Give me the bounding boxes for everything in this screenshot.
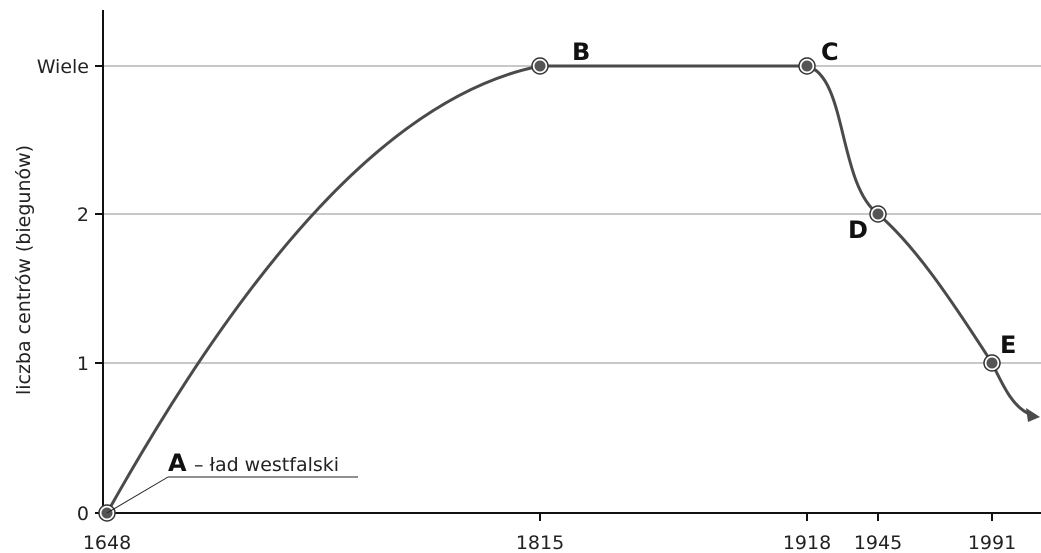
y-tick-label: 0 xyxy=(77,503,89,525)
series-line xyxy=(105,64,994,515)
point-letter-d: D xyxy=(848,216,868,244)
annotation-text: – ład westfalski xyxy=(194,454,339,476)
annotations: A – ład westfalski xyxy=(106,449,358,514)
x-tick-label: 1918 xyxy=(783,532,831,553)
x-tick-label: 1815 xyxy=(516,532,564,553)
y-axis-label: liczba centrów (biegunów) xyxy=(13,145,35,395)
point-marker-dot xyxy=(986,357,998,369)
x-tick-label: 1991 xyxy=(968,532,1016,553)
data-point-c: C xyxy=(798,38,839,75)
y-tick-label: Wiele xyxy=(37,56,89,78)
annotation-leader-line xyxy=(106,476,169,514)
annotation-letter: A xyxy=(168,449,187,477)
point-marker-dot xyxy=(872,208,884,220)
x-tick-labels: 1648 1815 1918 1945 1991 xyxy=(83,513,1016,553)
y-tick-label: 2 xyxy=(77,204,89,226)
grid-lines xyxy=(103,65,1041,364)
series-tail xyxy=(990,362,1033,417)
axes xyxy=(102,10,1041,514)
x-tick-label: 1945 xyxy=(854,532,902,553)
series-arrowhead xyxy=(1026,408,1040,422)
data-points: B C D E xyxy=(98,38,1016,522)
data-point-b: B xyxy=(531,38,590,75)
point-marker-dot xyxy=(801,60,813,72)
y-tick-labels: 0 1 2 Wiele xyxy=(37,56,103,525)
point-letter-e: E xyxy=(1000,331,1016,359)
data-point-e: E xyxy=(983,331,1016,372)
y-tick-label: 1 xyxy=(77,353,89,375)
data-point-d: D xyxy=(848,205,887,244)
point-marker-dot xyxy=(534,60,546,72)
point-letter-b: B xyxy=(572,38,590,66)
x-tick-label: 1648 xyxy=(83,532,131,553)
series xyxy=(105,64,1040,515)
point-letter-c: C xyxy=(821,38,839,66)
